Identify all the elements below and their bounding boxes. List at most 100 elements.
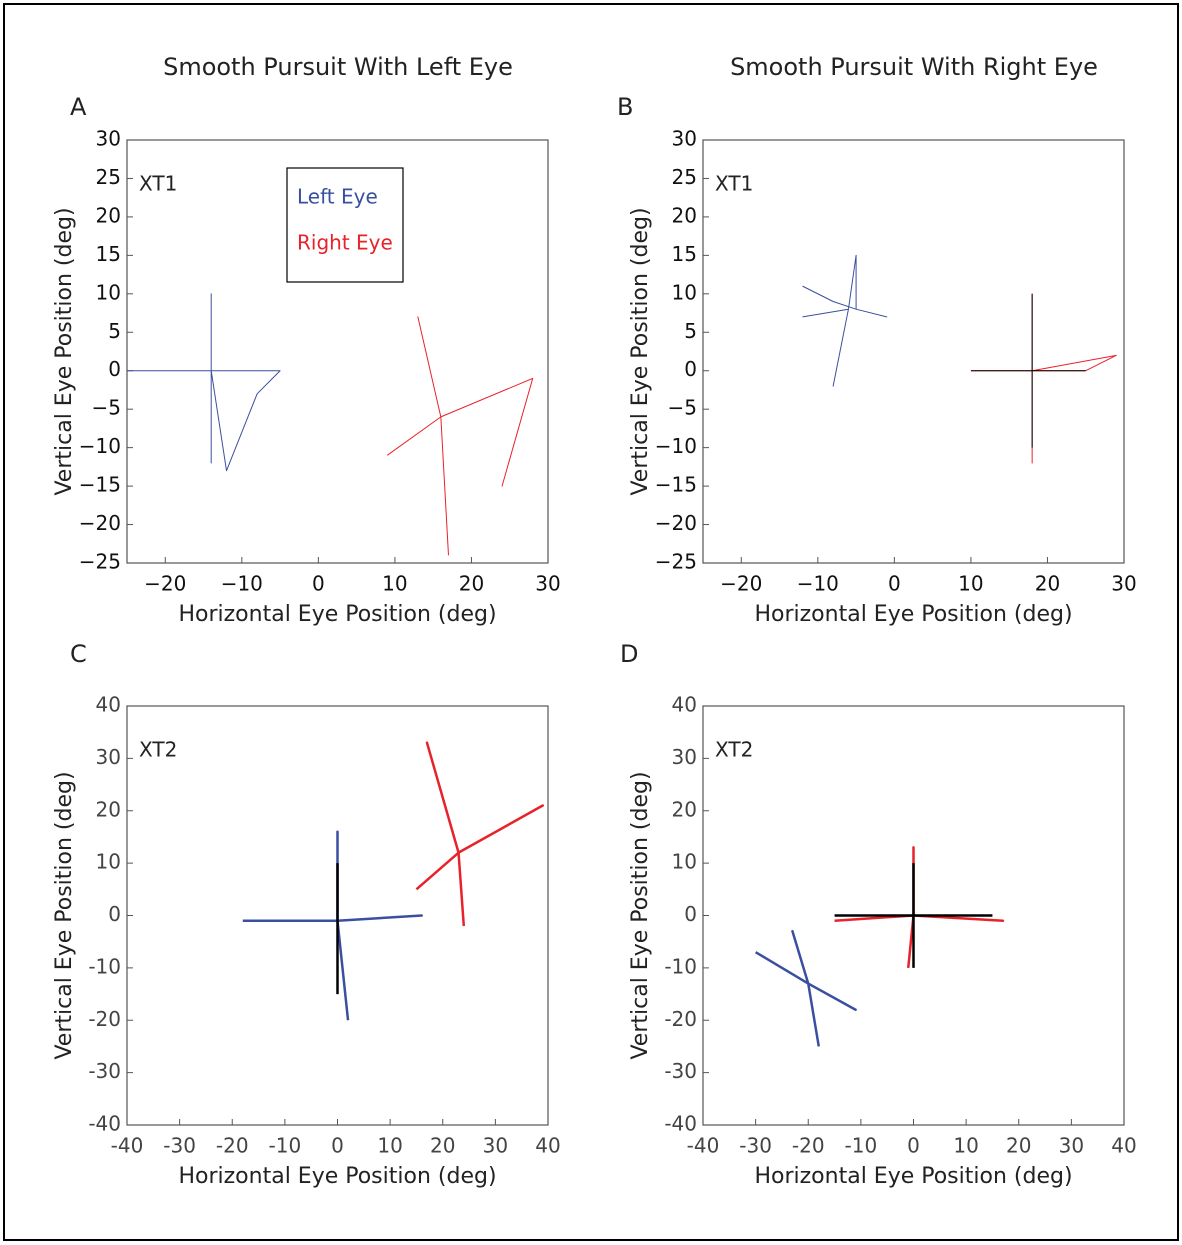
y-tick-label: 20	[672, 797, 697, 821]
x-tick-label: −20	[144, 572, 186, 596]
x-tick-label: 0	[888, 572, 901, 596]
y-tick-label: 5	[108, 319, 121, 343]
legend-entry: Right Eye	[297, 231, 393, 255]
y-tick-label: -40	[88, 1112, 121, 1136]
y-tick-label: 40	[96, 693, 121, 717]
y-tick-label: 30	[96, 127, 121, 151]
y-tick-label: 30	[672, 127, 697, 151]
x-tick-label: 30	[1059, 1134, 1084, 1158]
y-tick-label: 0	[108, 357, 121, 381]
x-tick-label: 20	[459, 572, 484, 596]
y-tick-label: 20	[672, 203, 697, 227]
y-axis-label: Vertical Eye Position (deg)	[52, 771, 77, 1059]
x-tick-label: -30	[163, 1134, 196, 1158]
panel-annotation: XT2	[715, 738, 753, 762]
x-tick-label: 20	[1006, 1134, 1031, 1158]
x-axis-label: Horizontal Eye Position (deg)	[754, 1164, 1072, 1189]
y-tick-label: −20	[79, 511, 121, 535]
y-axis-label: Vertical Eye Position (deg)	[52, 207, 77, 495]
x-tick-label: −10	[797, 572, 839, 596]
y-tick-label: 10	[96, 850, 121, 874]
y-tick-label: −15	[79, 473, 121, 497]
panel-letter: B	[617, 93, 633, 121]
y-tick-label: −10	[655, 434, 697, 458]
column-title: Smooth Pursuit With Right Eye	[730, 53, 1098, 81]
frame	[3, 3, 1179, 1241]
y-tick-label: 15	[672, 242, 697, 266]
x-tick-label: -20	[792, 1134, 825, 1158]
y-tick-label: -20	[88, 1007, 121, 1031]
x-tick-label: -40	[687, 1134, 720, 1158]
y-tick-label: −10	[79, 434, 121, 458]
legend-entry: Left Eye	[297, 185, 378, 209]
panel-annotation: XT2	[139, 738, 177, 762]
x-tick-label: 40	[1111, 1134, 1136, 1158]
trace	[415, 741, 544, 927]
x-tick-label: -10	[269, 1134, 302, 1158]
column-title: Smooth Pursuit With Left Eye	[163, 53, 513, 81]
y-axis-label: Vertical Eye Position (deg)	[628, 771, 653, 1059]
y-tick-label: -30	[88, 1059, 121, 1083]
y-tick-label: −20	[655, 511, 697, 535]
y-tick-label: 30	[96, 745, 121, 769]
y-tick-label: -20	[664, 1007, 697, 1031]
x-tick-label: 10	[377, 1134, 402, 1158]
y-tick-label: 40	[672, 693, 697, 717]
x-tick-label: 10	[953, 1134, 978, 1158]
y-tick-label: 25	[96, 165, 121, 189]
x-tick-label: 40	[535, 1134, 560, 1158]
x-tick-label: 0	[331, 1134, 344, 1158]
x-tick-label: 0	[312, 572, 325, 596]
x-tick-label: -40	[111, 1134, 144, 1158]
x-tick-label: 30	[1111, 572, 1136, 596]
y-tick-label: -10	[88, 954, 121, 978]
plot-area	[702, 139, 1125, 564]
trace	[127, 293, 281, 472]
x-tick-label: 20	[430, 1134, 455, 1158]
y-tick-label: 15	[96, 242, 121, 266]
y-axis-label: Vertical Eye Position (deg)	[628, 207, 653, 495]
y-tick-label: 20	[96, 797, 121, 821]
y-tick-label: -10	[664, 954, 697, 978]
y-tick-label: 0	[108, 902, 121, 926]
x-axis-label: Horizontal Eye Position (deg)	[178, 1164, 496, 1189]
y-tick-label: −25	[655, 550, 697, 574]
panel-letter: D	[620, 640, 638, 668]
x-tick-label: -10	[845, 1134, 878, 1158]
y-tick-label: -30	[664, 1059, 697, 1083]
x-axis-label: Horizontal Eye Position (deg)	[178, 602, 496, 627]
trace	[754, 929, 857, 1047]
x-tick-label: -20	[216, 1134, 249, 1158]
y-tick-label: 10	[96, 280, 121, 304]
y-tick-label: 30	[672, 745, 697, 769]
y-tick-label: 0	[684, 902, 697, 926]
panel-annotation: XT1	[139, 172, 177, 196]
legend-box	[286, 167, 404, 283]
trace	[802, 254, 888, 387]
y-tick-label: -40	[664, 1112, 697, 1136]
y-tick-label: −5	[668, 396, 697, 420]
x-tick-label: 30	[535, 572, 560, 596]
trace	[386, 316, 534, 556]
y-tick-label: 20	[96, 203, 121, 227]
x-tick-label: −10	[221, 572, 263, 596]
y-tick-label: 10	[672, 280, 697, 304]
x-tick-label: 20	[1035, 572, 1060, 596]
y-tick-label: −15	[655, 473, 697, 497]
x-tick-label: 10	[958, 572, 983, 596]
x-tick-label: −20	[720, 572, 762, 596]
y-tick-label: −25	[79, 550, 121, 574]
y-tick-label: 10	[672, 850, 697, 874]
x-axis-label: Horizontal Eye Position (deg)	[754, 602, 1072, 627]
x-tick-label: -30	[739, 1134, 772, 1158]
panel-letter: A	[70, 93, 87, 121]
x-tick-label: 30	[483, 1134, 508, 1158]
y-tick-label: 0	[684, 357, 697, 381]
y-tick-label: 25	[672, 165, 697, 189]
y-tick-label: 5	[684, 319, 697, 343]
x-tick-label: 0	[907, 1134, 920, 1158]
y-tick-label: −5	[92, 396, 121, 420]
panel-letter: C	[70, 640, 87, 668]
